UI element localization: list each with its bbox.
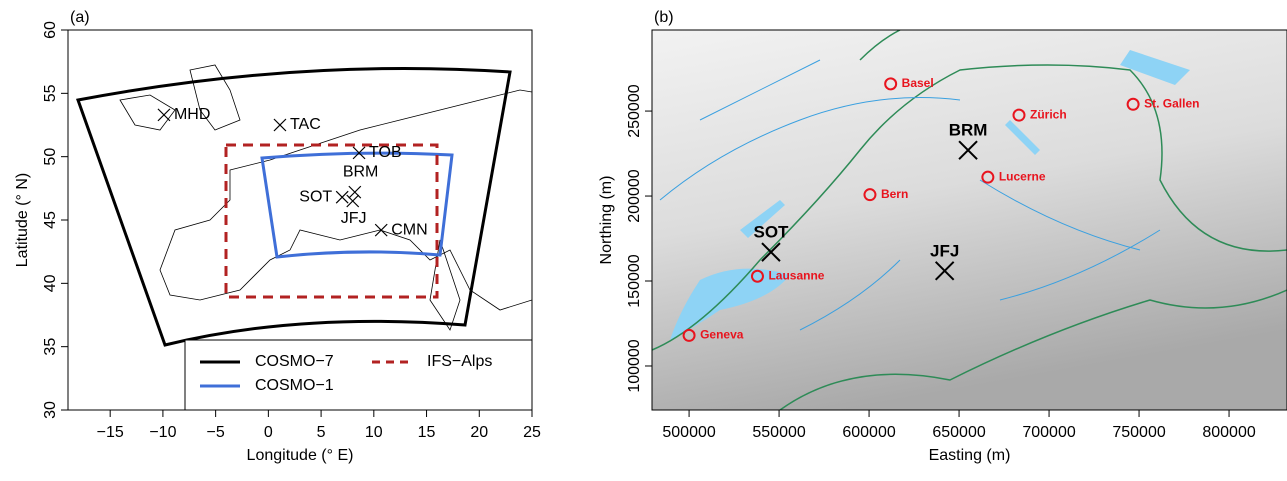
x-tick-label: 600000: [842, 424, 895, 441]
x-tick-label: 0: [264, 424, 273, 441]
x-tick-label: 800000: [1202, 424, 1255, 441]
x-tick-label: 5: [317, 424, 326, 441]
x-tick-label: 550000: [752, 424, 805, 441]
station-marker: [348, 185, 362, 199]
x-tick-label: 20: [470, 424, 488, 441]
y-tick-label: 30: [42, 401, 59, 419]
station-label: MHD: [174, 106, 210, 123]
map-b: [652, 30, 1287, 410]
y-tick-label: 60: [42, 21, 59, 39]
station-label: TAC: [290, 116, 321, 133]
frame-b: [651, 29, 1287, 411]
station-label: CMN: [391, 221, 427, 238]
x-axis-label: Longitude (° E): [247, 447, 354, 464]
legend-label: IFS−Alps: [427, 353, 492, 370]
y-tick-label: 40: [42, 274, 59, 292]
x-tick-label: 650000: [932, 424, 985, 441]
station-label: SOT: [753, 223, 789, 242]
domain-cosmo7: [76, 67, 512, 347]
border: [652, 30, 1287, 410]
y-tick-label: 250000: [626, 84, 643, 137]
station-marker: [958, 140, 978, 160]
station-marker: [934, 261, 955, 281]
station-marker: [335, 190, 349, 204]
x-tick-label: 25: [523, 424, 541, 441]
legend-label: COSMO−1: [255, 377, 334, 394]
legend-box: [184, 339, 533, 411]
station-label: JFJ: [341, 210, 367, 227]
station-marker: [761, 242, 781, 262]
coastline: [119, 64, 532, 331]
y-axis-label: Northing (m): [598, 176, 615, 265]
station-label: BRM: [343, 163, 379, 180]
city-label: Geneva: [700, 328, 744, 342]
station-label: SOT: [299, 188, 332, 205]
city-marker: [750, 269, 764, 283]
station-marker: [273, 118, 287, 132]
city-label: Basel: [902, 76, 934, 90]
station-marker: [157, 108, 171, 122]
station-label: TOB: [369, 144, 402, 161]
x-tick-label: −15: [97, 424, 124, 441]
relief: [652, 30, 1287, 410]
map-a: [76, 64, 532, 347]
x-tick-label: 700000: [1022, 424, 1075, 441]
y-tick-label: 100000: [626, 339, 643, 392]
city-marker: [981, 170, 995, 184]
x-tick-label: 10: [365, 424, 383, 441]
lake: [740, 50, 1190, 238]
station-marker: [352, 146, 366, 160]
y-tick-label: 50: [42, 148, 59, 166]
y-tick-label: 35: [42, 338, 59, 356]
city-label: St. Gallen: [1144, 96, 1199, 110]
x-tick-label: 750000: [1112, 424, 1165, 441]
y-tick-label: 200000: [626, 169, 643, 222]
river: [659, 59, 1161, 331]
x-tick-label: 15: [418, 424, 436, 441]
lake: [670, 268, 790, 340]
city-label: Lucerne: [999, 169, 1046, 183]
x-axis-label: Easting (m): [929, 447, 1011, 464]
x-tick-label: −5: [207, 424, 225, 441]
station-label: BRM: [949, 121, 988, 140]
city-marker: [682, 328, 696, 342]
station-marker: [374, 223, 388, 237]
city-marker: [1012, 108, 1026, 122]
city-label: Lausanne: [768, 268, 824, 282]
y-tick-label: 150000: [626, 254, 643, 307]
city-marker: [884, 77, 898, 91]
legend-label: COSMO−7: [255, 353, 334, 370]
station-label: JFJ: [930, 241, 959, 260]
x-tick-label: −10: [149, 424, 176, 441]
x-tick-label: 500000: [662, 424, 715, 441]
y-axis-label: Latitude (° N): [14, 173, 31, 267]
city-label: Zürich: [1030, 107, 1067, 121]
city-marker: [1126, 97, 1140, 111]
city-label: Bern: [881, 187, 908, 201]
y-tick-label: 45: [42, 211, 59, 229]
panel-label: (a): [70, 9, 90, 26]
domain-ifs: [224, 143, 439, 299]
station-marker: [346, 194, 360, 208]
y-tick-label: 55: [42, 84, 59, 102]
domain-cosmo1: [260, 151, 454, 259]
panel-label: (b): [654, 9, 674, 26]
city-marker: [863, 188, 877, 202]
